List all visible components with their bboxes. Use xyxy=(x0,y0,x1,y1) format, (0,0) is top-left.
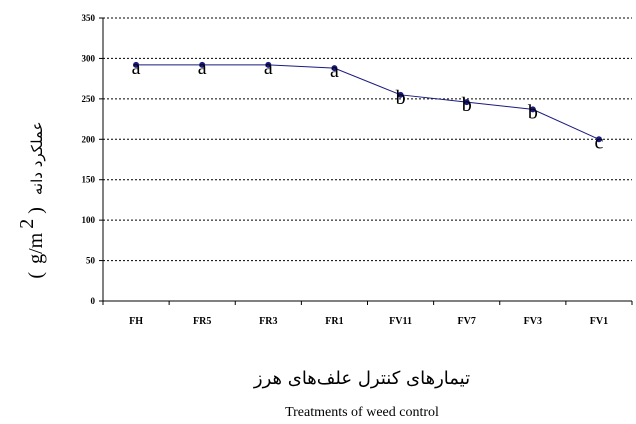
significance-letter: b xyxy=(528,101,538,123)
y-tick-label: 50 xyxy=(86,256,96,266)
series-line xyxy=(136,64,600,140)
grid-lines xyxy=(103,17,632,262)
x-tick-label: FV1 xyxy=(590,316,608,327)
x-tick-label: FR1 xyxy=(325,316,343,327)
y-tick-label: 200 xyxy=(82,134,96,144)
data-point xyxy=(529,106,536,113)
y-tick-label: 150 xyxy=(82,175,96,185)
y-axis-unit-open: ( xyxy=(25,272,47,279)
y-tick-label: 0 xyxy=(91,296,96,306)
significance-letter: b xyxy=(396,87,406,109)
y-axis-unit: g/m xyxy=(25,232,47,264)
significance-letter: b xyxy=(462,94,472,116)
svg-text:( g/m 2 ): ( g/m 2 ) عملکرد دانه xyxy=(16,121,47,278)
x-tick-label: FR5 xyxy=(193,316,211,327)
y-tick-label: 100 xyxy=(82,215,96,225)
significance-letter: a xyxy=(264,57,273,79)
x-axis-label-en: Treatments of weed control xyxy=(285,405,439,420)
y-axis-label-fa: عملکرد دانه xyxy=(28,121,46,195)
significance-letter: a xyxy=(198,57,207,79)
axes xyxy=(99,17,633,305)
x-tick-label: FH xyxy=(129,316,143,327)
series-yield xyxy=(133,61,602,143)
y-tick-label: 250 xyxy=(82,94,96,104)
data-point xyxy=(331,65,338,72)
x-tick-label: FV3 xyxy=(524,316,542,327)
significance-letter: a xyxy=(132,57,141,79)
x-tick-label: FV11 xyxy=(389,316,412,327)
data-point xyxy=(397,91,404,98)
x-tick-label: FV7 xyxy=(458,316,476,327)
data-point xyxy=(463,99,470,106)
y-tick-label: 300 xyxy=(82,53,96,63)
x-tick-label: FR3 xyxy=(259,316,277,327)
significance-letters: a a a a b b b c xyxy=(132,57,604,153)
data-point xyxy=(199,61,206,68)
y-axis-unit-exponent: 2 xyxy=(16,219,38,229)
significance-letter: a xyxy=(330,60,339,82)
data-point xyxy=(265,61,272,68)
y-axis-unit-close: ) xyxy=(25,207,47,214)
data-point xyxy=(133,61,140,68)
x-tick-labels: FH FR5 FR3 FR1 FV11 FV7 FV3 FV1 xyxy=(129,316,608,327)
y-axis-title: ( g/m 2 ) عملکرد دانه xyxy=(16,121,47,278)
y-tick-labels: 0 50 100 150 200 250 300 350 xyxy=(82,13,96,306)
significance-letter: c xyxy=(594,131,603,153)
x-axis-label-fa: تیمارهای کنترل علف‌های هرز xyxy=(253,368,470,389)
y-tick-label: 350 xyxy=(82,13,96,23)
data-point xyxy=(595,136,602,143)
